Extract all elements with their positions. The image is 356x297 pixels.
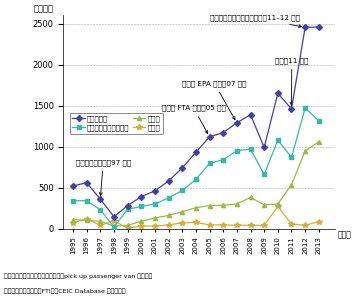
Text: 備考：ピックアップトラックには、pick up passenger van を含む。: 備考：ピックアップトラックには、pick up passenger van を含… xyxy=(4,273,152,279)
自動車合計 xyxy=(139,195,143,198)
その他 xyxy=(112,219,116,222)
乗用車 xyxy=(112,224,116,228)
自動車合計 xyxy=(194,151,198,154)
その他 xyxy=(180,221,184,225)
自動車合計 xyxy=(262,146,266,149)
乗用車 xyxy=(303,149,307,153)
ピックアップトラック xyxy=(262,173,266,176)
自動車合計 xyxy=(317,25,321,29)
Text: 資料：タイ工業連盟（FTI）、CEIC Database から作成。: 資料：タイ工業連盟（FTI）、CEIC Database から作成。 xyxy=(4,288,125,294)
ピックアップトラック xyxy=(317,119,321,123)
ピックアップトラック xyxy=(166,196,171,200)
その他 xyxy=(71,221,75,225)
自動車合計 xyxy=(166,179,171,183)
乗用車 xyxy=(317,140,321,143)
ピックアップトラック xyxy=(180,189,184,192)
ピックアップトラック xyxy=(208,162,212,165)
Legend: 自動車合計, ピックアップトラック, 乗用車, その他: 自動車合計, ピックアップトラック, 乗用車, その他 xyxy=(69,113,163,134)
自動車合計 xyxy=(248,113,253,116)
ピックアップトラック xyxy=(153,202,157,206)
その他 xyxy=(84,217,89,221)
乗用車 xyxy=(139,219,143,223)
自動車合計 xyxy=(180,166,184,170)
自動車合計 xyxy=(71,184,75,188)
ピックアップトラック xyxy=(289,156,294,159)
乗用車 xyxy=(194,206,198,209)
その他 xyxy=(262,224,266,227)
Text: 豪州と FTA 締結（05 年）: 豪州と FTA 締結（05 年） xyxy=(162,105,226,134)
乗用車 xyxy=(276,202,280,206)
Text: （千台）: （千台） xyxy=(33,4,53,13)
乗用車 xyxy=(208,204,212,207)
ピックアップトラック xyxy=(303,106,307,110)
乗用車 xyxy=(235,202,239,206)
乗用車 xyxy=(289,183,294,187)
ピックアップトラック xyxy=(221,158,225,162)
ピックアップトラック xyxy=(112,225,116,229)
Text: （年）: （年） xyxy=(338,231,352,240)
乗用車 xyxy=(221,203,225,207)
その他 xyxy=(208,223,212,227)
ピックアップトラック xyxy=(139,205,143,208)
その他 xyxy=(276,205,280,208)
その他 xyxy=(98,224,103,227)
自動車合計 xyxy=(208,135,212,139)
自動車合計 xyxy=(84,181,89,184)
自動車合計 xyxy=(125,204,130,207)
ピックアップトラック xyxy=(194,178,198,181)
その他 xyxy=(125,226,130,230)
乗用車 xyxy=(248,196,253,199)
その他 xyxy=(139,224,143,228)
その他 xyxy=(235,224,239,227)
自動車合計 xyxy=(98,197,103,201)
自動車合計 xyxy=(276,91,280,95)
ピックアップトラック xyxy=(276,138,280,142)
その他 xyxy=(248,224,253,227)
Text: 日本と EPA 締結（07 年）: 日本と EPA 締結（07 年） xyxy=(182,80,247,120)
その他 xyxy=(303,224,307,227)
Text: 自動車初回購入者向け減税（11–12 年）: 自動車初回購入者向け減税（11–12 年） xyxy=(210,15,302,28)
ピックアップトラック xyxy=(248,147,253,151)
乗用車 xyxy=(262,203,266,207)
その他 xyxy=(221,223,225,227)
自動車合計 xyxy=(303,26,307,29)
ピックアップトラック xyxy=(235,149,239,152)
乗用車 xyxy=(153,216,157,220)
乗用車 xyxy=(180,210,184,214)
Line: ピックアップトラック: ピックアップトラック xyxy=(71,106,321,229)
Line: 乗用車: 乗用車 xyxy=(71,140,321,228)
ピックアップトラック xyxy=(125,208,130,211)
自動車合計 xyxy=(153,189,157,193)
ピックアップトラック xyxy=(71,199,75,203)
乗用車 xyxy=(84,219,89,222)
乗用車 xyxy=(98,219,103,223)
自動車合計 xyxy=(221,131,225,135)
Text: アジア通貨危機（97 年）: アジア通貨危機（97 年） xyxy=(76,159,131,195)
ピックアップトラック xyxy=(98,208,103,211)
その他 xyxy=(153,224,157,228)
乗用車 xyxy=(71,218,75,221)
自動車合計 xyxy=(112,215,116,219)
ピックアップトラック xyxy=(84,199,89,203)
自動車合計 xyxy=(289,107,294,111)
乗用車 xyxy=(166,214,171,217)
Text: 洪水（11 年）: 洪水（11 年） xyxy=(275,57,308,105)
その他 xyxy=(317,220,321,223)
Line: 自動車合計: 自動車合計 xyxy=(71,25,321,219)
Line: その他: その他 xyxy=(70,204,321,231)
乗用車 xyxy=(125,224,130,227)
その他 xyxy=(289,222,294,226)
その他 xyxy=(166,223,171,227)
自動車合計 xyxy=(235,121,239,125)
その他 xyxy=(194,221,198,224)
